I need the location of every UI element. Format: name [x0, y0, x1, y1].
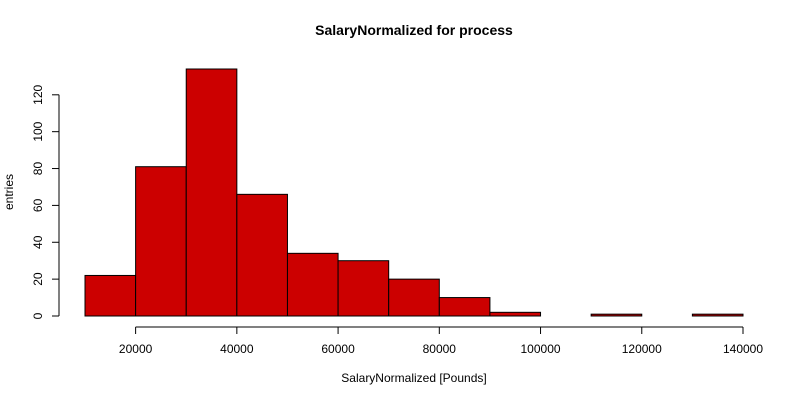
- histogram-bar-0: [84, 274, 137, 317]
- x-tick-label: 140000: [723, 342, 763, 356]
- x-tick-label: 100000: [521, 342, 561, 356]
- x-axis-label: SalaryNormalized [Pounds]: [341, 371, 486, 385]
- y-tick-label: 100: [31, 121, 45, 141]
- y-tick-label: 0: [31, 312, 45, 319]
- histogram-bar-7: [438, 297, 491, 317]
- histogram-bar-2: [185, 68, 238, 317]
- histogram-bar-6: [388, 278, 440, 317]
- chart-title: SalaryNormalized for process: [315, 22, 513, 38]
- y-axis: 0 20 40 60 80 100 120: [31, 84, 60, 319]
- y-tick-label: 40: [31, 235, 45, 249]
- x-tick-label: 20000: [119, 342, 153, 356]
- histogram-bar-12: [691, 313, 744, 317]
- x-tick-label: 80000: [423, 342, 457, 356]
- bars-group: [84, 68, 744, 317]
- x-tick-label: 120000: [622, 342, 662, 356]
- x-tick-label: 60000: [321, 342, 355, 356]
- y-tick-label: 60: [31, 198, 45, 212]
- y-tick-label: 80: [31, 162, 45, 176]
- y-tick-label: 20: [31, 272, 45, 286]
- histogram-bar-5: [337, 260, 390, 317]
- histogram-bar-1: [135, 166, 187, 317]
- y-axis-label: entries: [2, 174, 16, 210]
- histogram-bar-3: [236, 193, 288, 317]
- x-axis: 20000 40000 60000 80000 100000 120000 140000: [119, 326, 763, 356]
- x-tick-label: 40000: [220, 342, 254, 356]
- y-tick-label: 120: [31, 84, 45, 104]
- histogram-bar-8: [489, 311, 542, 317]
- histogram-bar-10: [590, 313, 643, 317]
- histogram-bar-4: [286, 252, 339, 317]
